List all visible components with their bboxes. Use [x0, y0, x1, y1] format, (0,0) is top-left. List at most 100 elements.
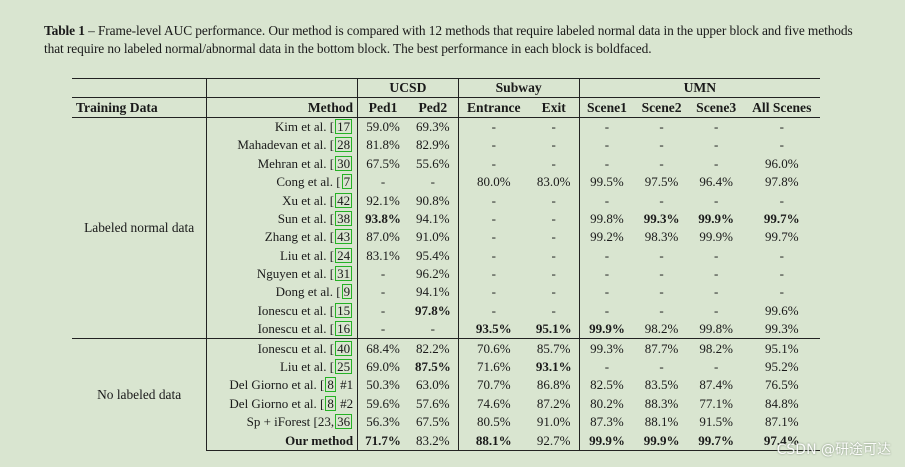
- value-cell: 95.1%: [535, 321, 572, 337]
- value-cell: 97.5%: [644, 174, 679, 190]
- value-cell: -: [430, 321, 435, 337]
- method-name: Dong et al.: [275, 284, 334, 300]
- table-group-header: UCSD Subway UMN: [72, 77, 820, 99]
- table-column-header: Training Data Method Ped1 Ped2 Entrance …: [72, 97, 820, 118]
- value-cell: 59.6%: [357, 394, 408, 414]
- table-row: Sp + iForest [23, 36 56.3% 67.5% 80.5% 91.0% 8…: [72, 413, 820, 432]
- value-cell: -: [578, 117, 635, 137]
- value-cell: 55.6%: [416, 155, 450, 171]
- value-cell: -: [714, 118, 719, 134]
- citation-link[interactable]: 9: [341, 284, 353, 300]
- value-cell: 99.3%: [764, 321, 799, 337]
- value-cell: -: [457, 228, 529, 247]
- value-cell: 87.2%: [536, 395, 571, 411]
- citation-link[interactable]: 31: [335, 266, 353, 282]
- method-name: Kim et al.: [274, 118, 327, 134]
- value-cell: -: [779, 247, 784, 263]
- table-row: Nguyen et al. [31-96.2% - - - - - -: [72, 264, 820, 284]
- value-cell: -: [457, 301, 529, 321]
- table-caption: Table 1 – Frame-level AUC performance. O…: [44, 22, 874, 58]
- value-cell: -: [714, 155, 719, 171]
- value-cell: -: [457, 209, 529, 229]
- value-cell: 99.3%: [578, 338, 635, 358]
- value-cell: -: [551, 118, 556, 134]
- value-cell: 85.7%: [528, 338, 580, 358]
- citation-link[interactable]: 36: [335, 414, 353, 430]
- method-name: Xu et al.: [282, 192, 327, 208]
- value-cell: -: [714, 284, 719, 300]
- citation-link[interactable]: 42: [335, 192, 353, 208]
- value-cell: -: [457, 246, 529, 265]
- value-cell: 99.9%: [699, 229, 733, 245]
- citation-link[interactable]: 8: [325, 377, 336, 393]
- header-subway: Subway: [457, 77, 580, 99]
- citation-link[interactable]: 16: [335, 321, 353, 337]
- value-cell: -: [578, 357, 635, 377]
- value-cell: -: [659, 192, 664, 208]
- table-row: Mahadevan et al. [28 81.8% 82.9% - - - - - -: [72, 136, 820, 155]
- method-name: Sp + iForest [23,: [246, 414, 335, 430]
- method-cell: Ionescu et al. [15: [206, 301, 358, 321]
- table-row: Zhang et al. [43 87.0% 91.0% - -99.2% 98.3% 99…: [72, 228, 820, 247]
- method-name: Ionescu et al.: [257, 321, 327, 337]
- citation-link[interactable]: 17: [335, 118, 353, 134]
- header-col-scene3: Scene3: [688, 97, 744, 118]
- citation-link[interactable]: 15: [335, 302, 353, 318]
- method-cell: Ionescu et al. [16: [206, 320, 358, 339]
- value-cell: 95.1%: [743, 338, 820, 358]
- citation-link[interactable]: 24: [335, 247, 353, 263]
- value-cell: 91.0%: [536, 414, 571, 430]
- value-cell: 80.0%: [457, 172, 529, 192]
- value-cell: -: [551, 192, 556, 208]
- value-cell: 97.8%: [764, 174, 799, 190]
- citation-link[interactable]: 25: [335, 359, 353, 375]
- value-cell: 99.7%: [763, 210, 800, 226]
- method-name: Ionescu et al.: [257, 302, 327, 318]
- citation-link[interactable]: 7: [341, 174, 353, 190]
- value-cell: 92.7%: [528, 431, 580, 451]
- value-cell: 99.7%: [688, 431, 744, 451]
- citation-link[interactable]: 40: [335, 340, 353, 356]
- table-row: Labeled normal data Kim et al. [17 59.0% 69…: [72, 117, 820, 235]
- value-cell: 98.2%: [688, 338, 744, 358]
- value-cell: 99.9%: [698, 210, 735, 226]
- value-cell: -: [578, 301, 635, 321]
- value-cell: -: [457, 283, 529, 302]
- value-cell: 99.7%: [764, 229, 799, 245]
- value-cell: -: [551, 302, 556, 318]
- method-name: Zhang et al.: [264, 229, 327, 245]
- header-col-ped1: Ped1: [357, 97, 408, 118]
- citation-link[interactable]: 43: [335, 229, 353, 245]
- header-col-scene1: Scene1: [578, 97, 635, 118]
- caption-text: – Frame-level AUC performance. Our metho…: [44, 23, 853, 56]
- value-cell: -: [714, 137, 719, 153]
- citation-link[interactable]: 38: [335, 210, 353, 226]
- value-cell: 88.1%: [457, 431, 529, 451]
- citation-link[interactable]: 8: [325, 395, 336, 411]
- method-cell: Mehran et al. [30: [206, 154, 358, 173]
- value-cell: 91.0%: [416, 229, 450, 245]
- citation-link[interactable]: 30: [335, 155, 353, 171]
- value-cell: -: [659, 137, 664, 153]
- value-cell: -: [357, 301, 408, 321]
- value-cell: 99.8%: [699, 321, 733, 337]
- value-cell: 87.3%: [578, 413, 635, 432]
- value-cell: 99.8%: [578, 209, 635, 229]
- value-cell: -: [457, 264, 529, 284]
- method-suffix: #1: [336, 377, 354, 393]
- value-cell: 99.9%: [634, 431, 689, 451]
- value-cell: 97.4%: [743, 431, 820, 451]
- value-cell: 91.5%: [699, 414, 733, 430]
- value-cell: 68.4%: [357, 338, 408, 358]
- value-cell: -: [659, 284, 664, 300]
- method-cell: Del Giorno et al. [8 #1: [206, 376, 358, 395]
- value-cell: -: [659, 266, 664, 282]
- value-cell: 81.8%: [357, 136, 408, 155]
- value-cell: -: [430, 174, 435, 190]
- value-cell: -: [779, 137, 784, 153]
- method-cell: Sp + iForest [23, 36: [206, 413, 358, 432]
- value-cell: 90.8%: [416, 192, 450, 208]
- citation-link[interactable]: 28: [335, 137, 353, 153]
- value-cell: 71.6%: [457, 357, 529, 377]
- header-col-all-scenes: All Scenes: [743, 97, 820, 118]
